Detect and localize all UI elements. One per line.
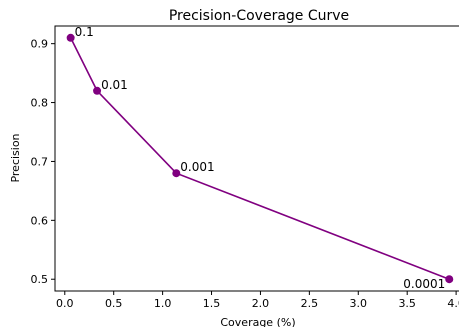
y-tick-label: 0.5 [31, 273, 49, 286]
plot-area-frame [54, 25, 459, 292]
x-axis-label: Coverage (%) [220, 316, 295, 327]
x-tick-label: 0.5 [105, 297, 123, 310]
x-tick-label: 1.0 [154, 297, 172, 310]
y-axis-label: Precision [9, 133, 22, 182]
x-tick-label: 2.0 [252, 297, 270, 310]
x-tick-label: 3.5 [398, 297, 416, 310]
x-tick-label: 0.0 [56, 297, 74, 310]
x-tick-label: 3.0 [350, 297, 368, 310]
series-line [69, 37, 450, 280]
x-tick-label: 4.0 [447, 297, 459, 310]
series-layer: 0.1 0.01 0.001 0.0001 [66, 25, 454, 291]
y-tick-label: 0.6 [31, 214, 49, 227]
chart-title: Precision-Coverage Curve [169, 8, 349, 24]
data-point-label: 0.1 [75, 25, 94, 39]
data-point [93, 86, 102, 95]
y-tick-label: 0.7 [31, 155, 49, 168]
data-point [172, 169, 181, 178]
data-point-label: 0.01 [101, 78, 128, 92]
x-axis-ticks: 0.0 0.5 1.0 1.5 2.0 2.5 3.0 3.5 4.0 [56, 291, 459, 310]
y-tick-label: 0.8 [31, 97, 49, 110]
x-tick-label: 1.5 [203, 297, 221, 310]
data-point-label: 0.0001 [403, 277, 445, 291]
y-axis-ticks: 0.5 0.6 0.7 0.8 0.9 [31, 38, 55, 286]
x-tick-label: 2.5 [301, 297, 319, 310]
data-point [66, 33, 75, 42]
data-point-label: 0.001 [180, 160, 214, 174]
y-tick-label: 0.9 [31, 38, 49, 51]
data-point [445, 275, 454, 284]
